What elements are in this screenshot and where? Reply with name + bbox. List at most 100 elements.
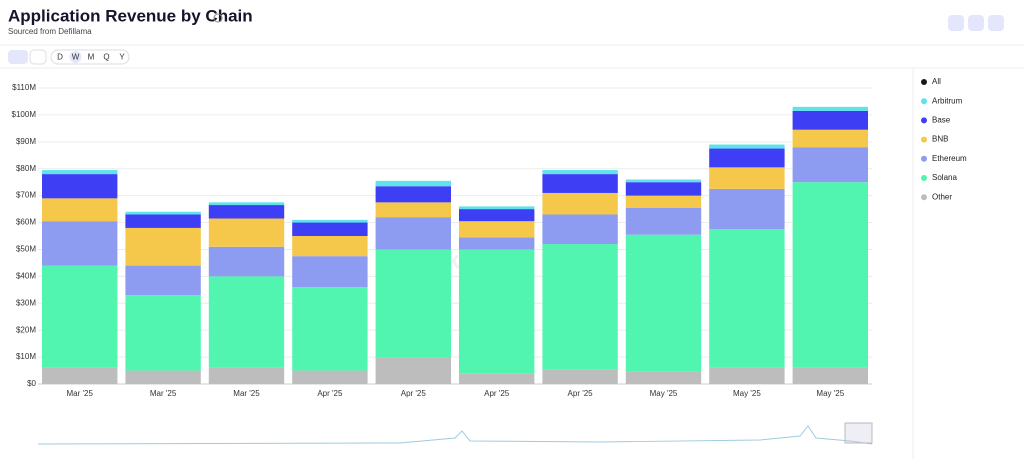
bar-segment: [709, 167, 785, 189]
subtitle: Sourced from Defillama: [8, 27, 92, 36]
x-tick-label: Apr '25: [568, 389, 594, 398]
percent-toggle[interactable]: [29, 49, 47, 65]
legend-swatch: [921, 98, 927, 105]
bar-segment: [625, 371, 702, 384]
bar-segment: [709, 367, 785, 384]
bar-segment: [292, 287, 368, 371]
share-button[interactable]: [948, 15, 964, 31]
legend-label[interactable]: All: [932, 77, 941, 86]
bar-segment: [459, 373, 535, 384]
bar-segment: [208, 218, 285, 247]
legend-label[interactable]: Arbitrum: [932, 96, 963, 105]
bar-segment: [125, 227, 201, 266]
legend-swatch: [921, 79, 927, 85]
expand-button[interactable]: [988, 15, 1004, 31]
legend-swatch: [921, 194, 927, 201]
title: Application Revenue by Chain: [8, 6, 253, 25]
brush-line: [37, 425, 873, 445]
bar-segment: [125, 295, 201, 371]
legend-swatch: [921, 136, 927, 143]
x-tick-label: May '25: [733, 389, 761, 398]
bar-segment: [792, 367, 868, 384]
x-tick-label: Apr '25: [484, 389, 510, 398]
legend-swatch: [921, 155, 927, 162]
bar-segment: [625, 179, 702, 183]
bar-segment: [42, 367, 118, 384]
y-tick-label: $100M: [12, 110, 37, 119]
y-tick-label: $80M: [16, 164, 36, 173]
bar-segment: [292, 219, 368, 223]
x-tick-label: May '25: [650, 389, 678, 398]
y-tick-label: $60M: [16, 218, 36, 227]
bar-segment: [792, 147, 868, 183]
bar-segment: [292, 370, 368, 384]
bar-segment: [542, 170, 618, 175]
bar-segment: [375, 180, 451, 187]
bar-segment: [625, 234, 702, 372]
bar-segment: [625, 182, 702, 196]
legend-label[interactable]: Other: [932, 192, 952, 201]
bar-segment: [375, 186, 451, 203]
bar-segment: [709, 148, 785, 168]
bar-segment: [375, 217, 451, 250]
bar-segment: [542, 244, 618, 370]
bar-segment: [709, 144, 785, 149]
legend-label[interactable]: BNB: [932, 135, 948, 144]
y-tick-label: $110M: [12, 83, 36, 92]
y-tick-label: $50M: [16, 245, 36, 254]
bar-segment: [208, 276, 285, 368]
bar-segment: [792, 182, 868, 368]
period-button[interactable]: D: [57, 53, 63, 62]
x-tick-label: Apr '25: [317, 389, 343, 398]
bar-segment: [459, 221, 535, 238]
x-tick-label: Mar '25: [150, 389, 177, 398]
x-tick-label: Mar '25: [66, 389, 93, 398]
bar-segment: [292, 222, 368, 236]
period-group: [50, 49, 130, 65]
period-button[interactable]: M: [88, 53, 95, 62]
period-button[interactable]: Q: [103, 53, 109, 62]
bar-segment: [125, 370, 201, 384]
period-button[interactable]: Y: [119, 53, 125, 62]
bar-segment: [375, 202, 451, 218]
y-tick-label: $90M: [16, 137, 36, 146]
bar-segment: [125, 265, 201, 296]
y-tick-label: $20M: [16, 325, 36, 334]
bar-segment: [125, 211, 201, 215]
bar-segment: [542, 174, 618, 193]
brush-window[interactable]: [844, 422, 873, 444]
bar-segment: [375, 249, 451, 358]
y-tick-label: $30M: [16, 298, 36, 307]
y-tick-label: $70M: [16, 191, 36, 200]
bar-segment: [459, 206, 535, 210]
bar-segment: [125, 214, 201, 228]
bar-segment: [42, 170, 118, 175]
bar-segment: [42, 198, 118, 222]
y-tick-label: $0: [27, 379, 36, 388]
bar-segment: [709, 229, 785, 368]
bar-segment: [709, 188, 785, 230]
legend-label[interactable]: Ethereum: [932, 154, 967, 163]
bar-segment: [292, 236, 368, 257]
legend-swatch: [921, 117, 927, 124]
bar-segment: [208, 202, 285, 206]
bar-segment: [208, 367, 285, 384]
bar-segment: [625, 195, 702, 208]
bar-segment: [459, 237, 535, 250]
x-tick-label: Apr '25: [401, 389, 427, 398]
legend-swatch: [921, 175, 927, 181]
info-icon[interactable]: [213, 13, 223, 23]
bar-toggle[interactable]: [8, 50, 28, 64]
period-button[interactable]: W: [72, 53, 80, 62]
bar-segment: [459, 249, 535, 374]
bar-segment: [42, 221, 118, 266]
bar-segment: [375, 357, 451, 384]
legend-label[interactable]: Base: [932, 116, 951, 125]
bar-segment: [42, 265, 118, 368]
x-tick-label: Mar '25: [233, 389, 260, 398]
copy-button[interactable]: [968, 15, 984, 31]
bar-segment: [459, 209, 535, 222]
bar-segment: [208, 205, 285, 219]
legend-label[interactable]: Solana: [932, 173, 957, 182]
